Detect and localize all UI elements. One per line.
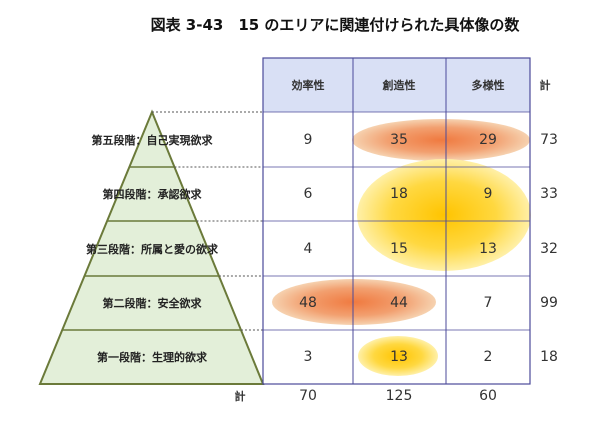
cell-value: 15 bbox=[390, 240, 408, 257]
cell-value: 13 bbox=[390, 349, 408, 365]
cell-value: 44 bbox=[390, 295, 408, 311]
column-header: 創造性 bbox=[382, 79, 416, 92]
cell-value: 3 bbox=[303, 349, 313, 365]
column-header: 効率性 bbox=[291, 79, 325, 92]
pyramid bbox=[38, 109, 265, 385]
row-total: 33 bbox=[540, 186, 558, 202]
highlight-ellipse bbox=[357, 159, 531, 271]
column-total: 70 bbox=[299, 388, 317, 404]
cell-value: 9 bbox=[483, 186, 493, 202]
pyramid-level-label: 第四段階：承認欲求 bbox=[102, 188, 202, 201]
row-total: 73 bbox=[540, 131, 558, 148]
highlight-ellipse bbox=[272, 279, 436, 325]
chart-title: 図表 3-43 15 のエリアに関連付けられた具体像の数 bbox=[150, 16, 520, 34]
pyramid-level-label: 第三段階：所属と愛の欲求 bbox=[86, 242, 218, 256]
cell-value: 7 bbox=[483, 295, 493, 311]
pyramid-level-label: 第五段階：自己実現欲求 bbox=[91, 133, 213, 147]
pyramid-level-label: 第一段階：生理的欲求 bbox=[97, 351, 207, 364]
pyramid-level-label: 第二段階：安全欲求 bbox=[102, 297, 202, 310]
total-row-label: 計 bbox=[234, 390, 246, 403]
column-total: 60 bbox=[479, 388, 497, 404]
header-fill bbox=[263, 58, 530, 112]
row-total: 18 bbox=[540, 349, 558, 365]
cell-value: 35 bbox=[390, 131, 408, 148]
highlight-ellipse bbox=[352, 119, 530, 161]
column-total: 125 bbox=[385, 388, 413, 404]
cell-value: 13 bbox=[479, 240, 497, 257]
column-header: 多様性 bbox=[471, 79, 505, 92]
row-total: 99 bbox=[540, 295, 558, 311]
cell-value: 48 bbox=[299, 295, 317, 311]
cell-value: 29 bbox=[479, 131, 497, 148]
cell-value: 9 bbox=[303, 131, 313, 148]
cell-value: 4 bbox=[303, 240, 313, 257]
highlight-ellipse bbox=[358, 336, 438, 376]
cell-value: 6 bbox=[303, 186, 313, 202]
row-total: 32 bbox=[540, 240, 558, 257]
cell-value: 18 bbox=[390, 186, 408, 202]
total-column-header: 計 bbox=[539, 79, 551, 92]
cell-value: 2 bbox=[483, 349, 493, 365]
